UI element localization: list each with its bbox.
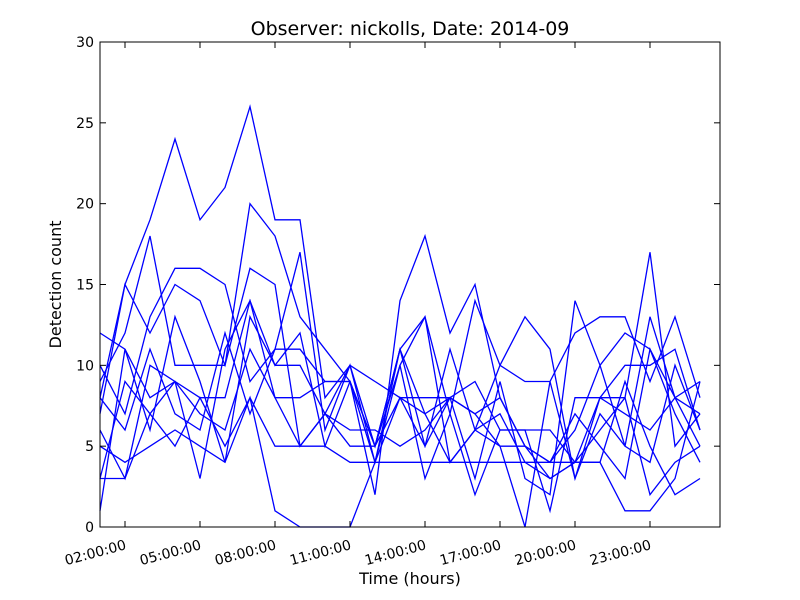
x-tick-label: 11:00:00	[288, 537, 353, 569]
y-tick-label: 30	[76, 35, 94, 51]
series-line-5	[99, 298, 701, 481]
y-tick-label: 5	[85, 439, 94, 455]
series-line-9	[99, 298, 701, 496]
y-axis-title: Detection count	[46, 221, 65, 349]
series-line-7	[99, 330, 701, 514]
y-axis: 0 5 10 15 20 25 30	[76, 35, 720, 536]
x-tick-label: 23:00:00	[588, 537, 653, 569]
y-tick-label: 15	[76, 278, 94, 294]
x-axis-title: Time (hours)	[358, 569, 461, 588]
series-line-11	[100, 381, 701, 512]
y-tick-label: 20	[76, 197, 94, 213]
series-line-1	[99, 104, 701, 464]
chart-title: Observer: nickolls, Date: 2014-09	[251, 18, 570, 40]
y-tick-label: 10	[76, 358, 94, 374]
x-axis: 02:00:00 05:00:00 08:00:00 11:00:00 14:00:00…	[63, 42, 653, 569]
x-tick-label: 20:00:00	[513, 537, 578, 569]
x-tick-label: 05:00:00	[138, 537, 203, 569]
plot-area-frame	[99, 41, 721, 528]
series-line-8	[99, 347, 701, 497]
series-line-2	[99, 202, 701, 495]
y-tick-label: 0	[85, 520, 94, 536]
x-tick-label: 14:00:00	[363, 537, 428, 569]
x-tick-label: 17:00:00	[438, 537, 503, 569]
x-tick-label: 08:00:00	[213, 537, 278, 569]
y-tick-label: 25	[76, 116, 94, 132]
x-tick-label: 02:00:00	[63, 537, 128, 569]
series-line-10	[99, 346, 701, 528]
series-layer	[99, 104, 701, 528]
